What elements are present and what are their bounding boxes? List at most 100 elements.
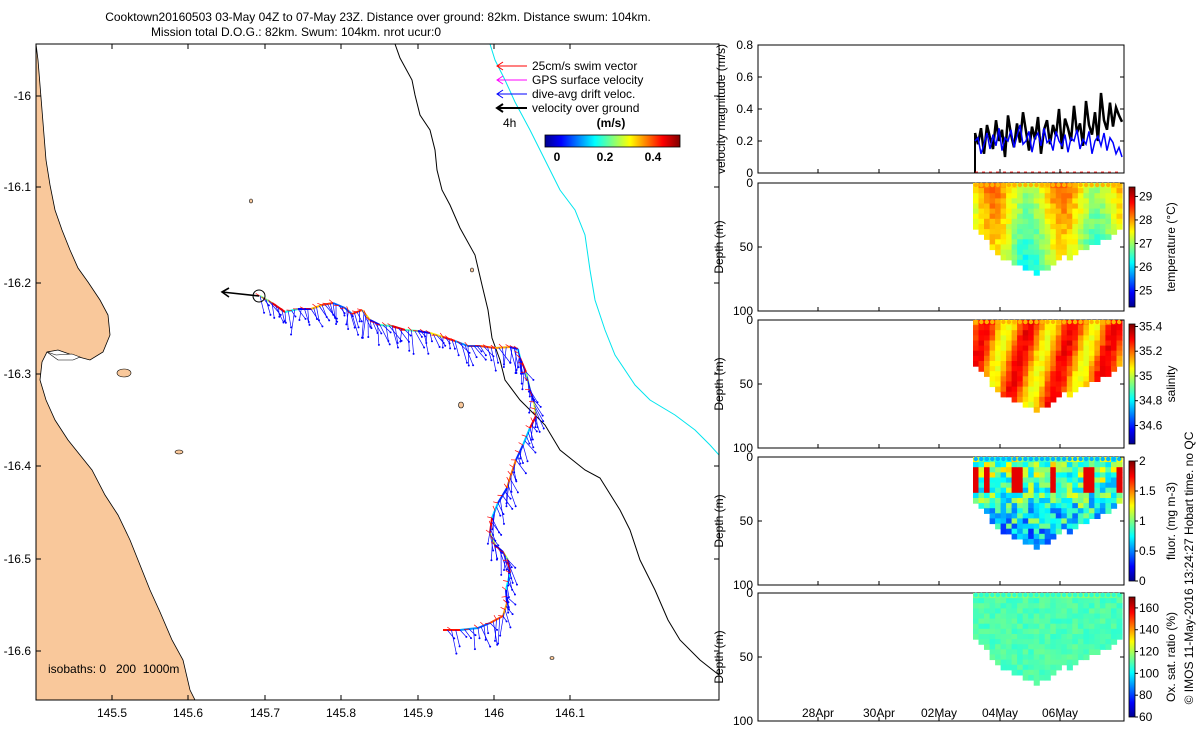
section-panel-temp: 0 50 100 Depth (m) 29 28 27 26 25 temperature (°C… [712, 176, 1178, 318]
velocity-ylabel: velocity magnitude (m/s) [714, 44, 728, 174]
map-x-tick-label: 145.5 [97, 706, 127, 720]
map-frame [35, 43, 720, 701]
section-colorbar-label: Ox. sat. ratio (%) [1164, 612, 1178, 702]
speed-colorbar-title: (m/s) [597, 116, 626, 130]
section-colorbar [1128, 596, 1136, 718]
section-colorbar-tick: 160 [1139, 601, 1159, 615]
map-x-tick-label: 146.1 [555, 706, 585, 720]
section-panel-sal: 0 50 100 Depth (m) 35.4 35.2 35 34.8 34.6 salinit… [712, 313, 1178, 455]
island [470, 267, 474, 273]
section-colorbar-tick: 35.2 [1139, 344, 1163, 358]
speed-colorbar: (m/s) 0 0.2 0.4 [544, 116, 681, 164]
legend-interval-label: 4h [503, 116, 516, 130]
time-tick-label: 30Apr [863, 706, 895, 720]
section-y-tick-label: 0 [746, 313, 753, 327]
section-colorbar-tick: 100 [1139, 666, 1159, 680]
section-colorbar-tick: 0 [1139, 574, 1146, 588]
map-panel: 145.5 145.6 145.7 145.8 145.9 146 146.1 -16-16… [4, 43, 720, 720]
speed-colorbar-tick: 0 [554, 150, 561, 164]
time-tick-label: 02May [921, 706, 957, 720]
section-colorbar-tick: 140 [1139, 623, 1159, 637]
velocity-y-ticks: 0.8 0.6 0.4 0.2 0 [736, 38, 1124, 180]
time-axis-ticks: 28Apr 30Apr 02May 04May 06May [802, 706, 1078, 720]
legend-gps-label: GPS surface velocity [532, 73, 643, 87]
section-y-tick-label: 100 [733, 714, 753, 728]
section-colorbar [1128, 460, 1136, 582]
velocity-y-tick-label: 0.2 [736, 134, 753, 148]
section-y-tick-label: 0 [746, 450, 753, 464]
section-colorbar-label: fluor. (mg m-3) [1164, 482, 1178, 560]
section-y-tick-label: 50 [740, 377, 754, 391]
title-line-2: Mission total D.O.G.: 82km. Swum: 104km.… [151, 25, 441, 39]
speed-colorbar-gradient [544, 134, 681, 148]
velocity-y-tick-label: 0.8 [736, 38, 753, 52]
title-line-1: Cooktown20160503 03-May 04Z to 07-May 23… [105, 10, 651, 24]
section-y-tick-label: 50 [740, 650, 754, 664]
velocity-series [973, 92, 1124, 173]
map-legend: 25cm/s swim vector GPS surface velocity … [495, 59, 643, 130]
section-colorbar [1128, 323, 1136, 445]
section-colorbar-tick: 25 [1139, 284, 1153, 298]
speed-colorbar-tick: 0.2 [597, 150, 614, 164]
section-ylabel: Depth (m) [712, 630, 726, 683]
isobath-200m-line [394, 44, 719, 676]
isobath-1000m-line [489, 44, 719, 456]
section-y-tick-label: 100 [733, 441, 753, 455]
island [116, 368, 132, 378]
section-colorbar-tick: 27 [1139, 236, 1153, 250]
map-x-tick-label: 145.6 [173, 706, 203, 720]
section-colorbar-tick: 26 [1139, 260, 1153, 274]
section-heatmap [973, 319, 1123, 413]
section-ylabel: Depth (m) [712, 357, 726, 410]
map-y-tick-label: -16.3 [4, 367, 32, 381]
map-y-tick-label: -16.5 [4, 552, 32, 566]
legend-gps: GPS surface velocity [496, 73, 643, 87]
section-colorbar [1128, 186, 1136, 308]
legend-swim-label: 25cm/s swim vector [532, 59, 637, 73]
section-y-tick-label: 0 [746, 586, 753, 600]
island [549, 656, 555, 660]
map-y-ticks: -16 -16.1 -16.2 -16.3 -16.4 -16.5 -16.6 [4, 89, 719, 658]
section-colorbar-label: salinity [1164, 366, 1178, 403]
velocity-y-tick-label: 0.6 [736, 70, 753, 84]
section-colorbar-label: temperature (°C) [1164, 202, 1178, 292]
section-colorbar-tick: 60 [1139, 710, 1153, 724]
legend-dive-label: dive-avg drift veloc. [532, 87, 635, 101]
speed-colorbar-tick: 0.4 [645, 150, 662, 164]
section-heatmap [973, 182, 1123, 276]
section-colorbar-tick: 34.8 [1139, 394, 1163, 408]
dive-velocity-line [974, 124, 1123, 158]
section-ylabel: Depth (m) [712, 220, 726, 273]
island [249, 198, 253, 204]
section-y-tick-label: 100 [733, 578, 753, 592]
section-colorbar-tick: 120 [1139, 645, 1159, 659]
section-colorbar-tick: 35.4 [1139, 319, 1163, 333]
time-tick-label: 06May [1042, 706, 1078, 720]
section-colorbar-tick: 1 [1139, 514, 1146, 528]
velocity-y-tick-label: 0.4 [736, 102, 753, 116]
map-x-tick-label: 145.8 [326, 706, 356, 720]
map-x-tick-label: 145.7 [250, 706, 280, 720]
legend-ground: velocity over ground [495, 101, 639, 115]
island [174, 449, 184, 455]
map-x-ticks: 145.5 145.6 145.7 145.8 145.9 146 146.1 [97, 44, 585, 720]
time-tick-label: 04May [982, 706, 1018, 720]
map-x-tick-label: 146 [484, 706, 504, 720]
map-y-tick-label: -16.2 [4, 276, 32, 290]
section-heatmap [973, 456, 1123, 550]
section-y-tick-label: 0 [746, 176, 753, 190]
section-colorbar-tick: 29 [1139, 189, 1153, 203]
footer-credit: © IMOS 11-May-2016 13:24:27 Hobart time.… [1182, 431, 1196, 704]
velocity-panel-frame [757, 44, 1125, 174]
section-y-tick-label: 50 [740, 514, 754, 528]
legend-ground-label: velocity over ground [532, 101, 639, 115]
section-panel-ox: 0 50 100 Depth (m) 160 140 120 100 80 60 Ox. sat. … [712, 586, 1178, 728]
time-tick-label: 28Apr [802, 706, 834, 720]
section-colorbar-tick: 35 [1139, 369, 1153, 383]
section-ylabel: Depth (m) [712, 494, 726, 547]
dive-drift-vectors [255, 293, 545, 655]
map-y-tick-label: -16.6 [4, 644, 32, 658]
section-colorbar-tick: 34.6 [1139, 418, 1163, 432]
